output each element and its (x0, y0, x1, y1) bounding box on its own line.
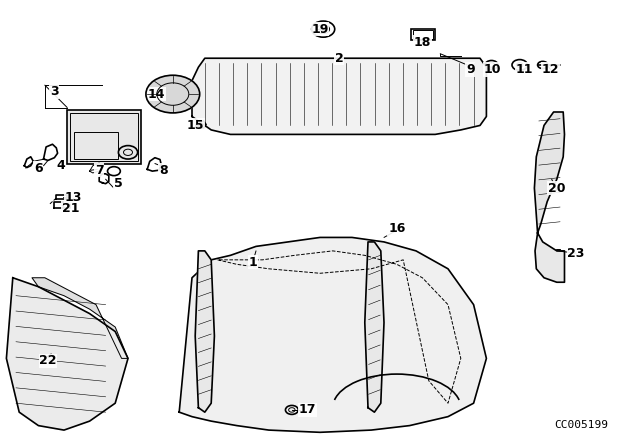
Text: 7: 7 (95, 164, 104, 177)
Text: 22: 22 (39, 354, 57, 367)
Text: 19: 19 (311, 22, 329, 36)
Polygon shape (365, 242, 384, 412)
Bar (541, 249, 560, 273)
Bar (74, 132, 118, 159)
Polygon shape (195, 251, 214, 412)
Bar (67, 110, 141, 164)
Polygon shape (534, 112, 564, 233)
Text: 18: 18 (413, 36, 431, 49)
Text: 23: 23 (567, 246, 585, 260)
Text: 8: 8 (159, 164, 168, 177)
Bar (397, 76, 461, 121)
Text: 14: 14 (148, 87, 166, 101)
Polygon shape (179, 237, 486, 432)
Circle shape (146, 75, 200, 113)
Text: 2: 2 (335, 52, 344, 65)
Text: 6: 6 (34, 161, 43, 175)
Text: 21: 21 (61, 202, 79, 215)
Bar (413, 30, 433, 39)
Text: 20: 20 (548, 181, 566, 195)
Text: 5: 5 (114, 177, 123, 190)
Bar (333, 76, 384, 121)
Text: 4: 4 (56, 159, 65, 172)
Polygon shape (535, 233, 564, 282)
Bar (243, 67, 320, 121)
Text: 3: 3 (50, 85, 59, 99)
Text: 13: 13 (65, 190, 83, 204)
Text: CC005199: CC005199 (554, 420, 608, 430)
Text: 9: 9 (466, 63, 475, 76)
Polygon shape (32, 278, 128, 358)
Bar (549, 251, 561, 271)
Text: 1: 1 (248, 255, 257, 269)
Text: 11: 11 (516, 63, 534, 76)
Text: 16: 16 (388, 222, 406, 235)
Polygon shape (6, 278, 128, 430)
Bar (411, 29, 435, 40)
Text: 15: 15 (186, 119, 204, 132)
Circle shape (320, 27, 326, 31)
Text: 10: 10 (484, 63, 502, 76)
Polygon shape (192, 58, 486, 134)
Text: 17: 17 (298, 403, 316, 417)
Text: 12: 12 (541, 63, 559, 76)
Bar (70, 113, 138, 161)
